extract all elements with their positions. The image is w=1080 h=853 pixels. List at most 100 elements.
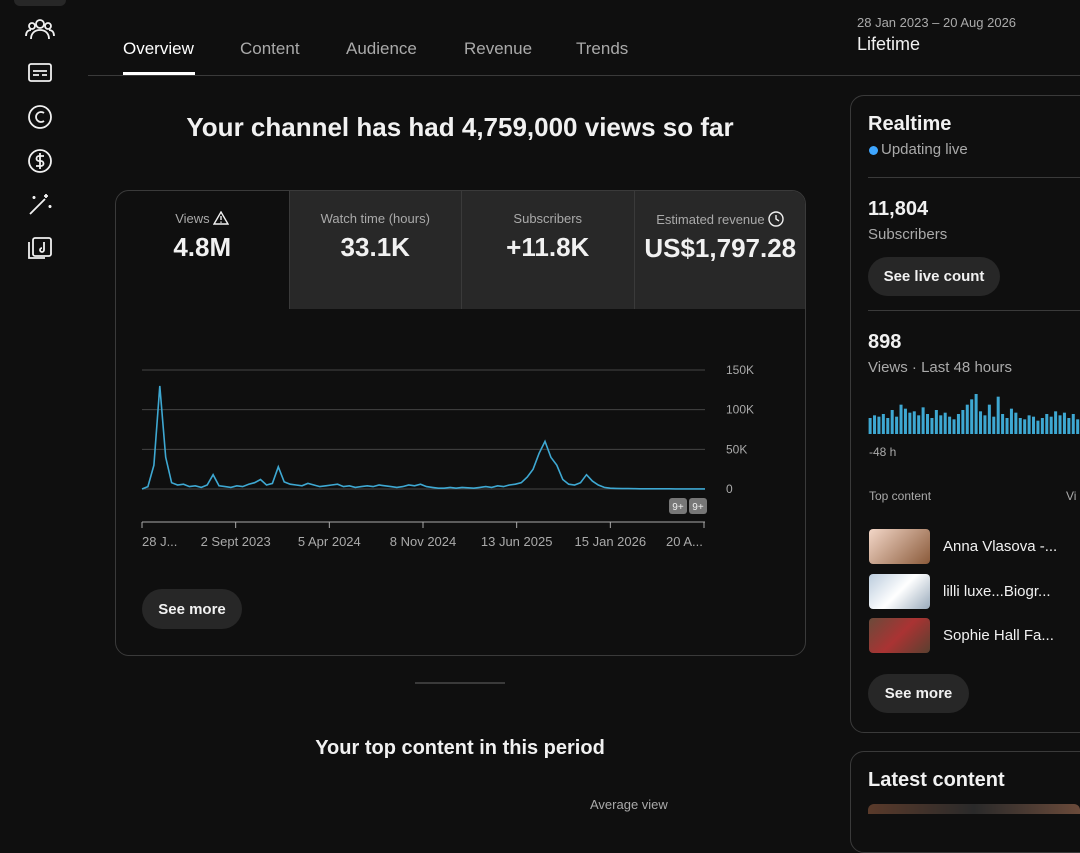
metric-tab[interactable]: Subscribers +11.8K [461, 191, 634, 309]
realtime-bar [1045, 414, 1049, 434]
realtime-bar [903, 408, 907, 434]
realtime-bar [1036, 420, 1040, 434]
tab[interactable]: Trends [576, 39, 629, 58]
top-content-label: Top content [869, 489, 932, 503]
date-range[interactable]: 28 Jan 2023 – 20 Aug 2026 [857, 15, 1017, 30]
thumbnail[interactable] [869, 618, 930, 653]
metric-label: Estimated revenue [635, 211, 806, 227]
realtime-bar [943, 412, 947, 434]
x-tick-label: 2 Sept 2023 [201, 534, 271, 549]
realtime-bar [992, 416, 996, 434]
divider [868, 177, 1080, 178]
see-more-button[interactable]: See more [868, 674, 969, 713]
views-label: Views · Last 48 hours [868, 359, 1012, 376]
realtime-bar [1076, 419, 1080, 434]
subscriber-count: 11,804 [868, 198, 929, 220]
realtime-bar [983, 415, 987, 434]
metric-value: US$1,797.28 [644, 233, 797, 263]
realtime-bar [895, 416, 899, 434]
realtime-bar [917, 415, 921, 434]
see-more-button[interactable]: See more [142, 589, 242, 629]
realtime-bar [939, 415, 943, 434]
divider [415, 682, 505, 684]
realtime-bar [886, 418, 890, 434]
content-title[interactable]: lilli luxe...Biogr... [943, 582, 1051, 600]
latest-title: Latest content [868, 769, 1005, 791]
live-status: Updating live [881, 141, 968, 158]
tab[interactable]: Revenue [464, 39, 533, 58]
y-tick-label: 100K [726, 403, 754, 417]
metric-label: Watch time (hours) [320, 211, 430, 226]
realtime-bar [890, 410, 894, 434]
x-tick-label: 13 Jun 2025 [481, 534, 553, 549]
metric-tab[interactable]: Watch time (hours) 33.1K [288, 191, 461, 309]
views-column-label: Vi [1066, 489, 1077, 503]
divider [88, 75, 1080, 76]
x-tick-label: 28 J... [142, 534, 177, 549]
metric-tab[interactable]: Estimated revenue US$1,797.28 [633, 191, 806, 309]
realtime-bar [1014, 412, 1018, 434]
metric-label: Subscribers [513, 211, 583, 226]
realtime-bar [881, 414, 885, 434]
badge-label[interactable]: 9+ [672, 502, 684, 513]
divider [868, 310, 1080, 311]
badge[interactable] [689, 498, 707, 514]
tab[interactable]: Audience [346, 39, 417, 58]
badge-label[interactable]: 9+ [692, 502, 704, 513]
sidebar-icons [25, 19, 55, 259]
thumbnail[interactable] [869, 529, 930, 564]
realtime-bar [921, 407, 925, 434]
overview-card: Views 4.8M Watch time (hours) 33.1K Subscri… [115, 190, 806, 656]
x-tick-label: 20 A... [666, 534, 703, 549]
realtime-bar [912, 411, 916, 434]
y-tick-label: 0 [726, 482, 733, 496]
realtime-bar [952, 419, 956, 434]
y-tick-label: 50K [726, 442, 747, 456]
realtime-bar [873, 415, 877, 434]
realtime-bar [974, 394, 978, 434]
badge[interactable] [669, 498, 687, 514]
thumbnail[interactable] [869, 573, 930, 609]
column-header: Average view [590, 797, 668, 812]
realtime-bar [1032, 416, 1036, 434]
content-title[interactable]: Sophie Hall Fa... [943, 627, 1054, 644]
latest-card [850, 751, 1080, 853]
realtime-bar [956, 414, 960, 434]
realtime-bar [1054, 411, 1058, 434]
page: Overview Content Audience Revenue Trends 28 … [14, 0, 1080, 853]
tab[interactable]: Content [240, 39, 300, 58]
realtime-bar [961, 410, 965, 434]
realtime-bar [979, 411, 983, 434]
metric-value: 4.8M [173, 232, 232, 262]
realtime-bar [1027, 415, 1031, 434]
realtime-bar [1062, 412, 1066, 434]
realtime-bar [899, 404, 903, 434]
realtime-bar [926, 414, 930, 434]
x-tick-label: 15 Jan 2026 [575, 534, 647, 549]
metric-label: Views [116, 210, 289, 226]
subscriber-label: Subscribers [868, 226, 948, 243]
live-dot [869, 146, 878, 155]
realtime-bar [1018, 418, 1022, 434]
top-content-heading: Your top content in this period [315, 737, 605, 759]
tab[interactable]: Overview [123, 39, 194, 58]
views-chart: 0 50K 100K 150K 28 J... 2 Sept 2023 5 Apr 2024… [141, 363, 754, 549]
content-title[interactable]: Anna Vlasova -... [943, 538, 1058, 555]
realtime-bar [1071, 414, 1075, 434]
warning-icon [213, 210, 230, 225]
realtime-bar [987, 404, 991, 434]
clock-icon [768, 211, 784, 227]
metric-value: 33.1K [340, 232, 410, 262]
realtime-bars [868, 394, 1080, 434]
realtime-bar [965, 404, 969, 434]
realtime-bar [877, 416, 881, 434]
metric-tab[interactable]: Views 4.8M [116, 191, 289, 309]
realtime-bar [1009, 408, 1013, 434]
x-tick-label: 8 Nov 2024 [390, 534, 457, 549]
views-line [141, 385, 705, 490]
period[interactable]: Lifetime [857, 34, 921, 54]
realtime-bar [1067, 418, 1071, 434]
live-count-button[interactable]: See live count [868, 257, 1000, 296]
realtime-bar [948, 416, 952, 434]
latest-thumbnail[interactable] [868, 804, 1080, 814]
